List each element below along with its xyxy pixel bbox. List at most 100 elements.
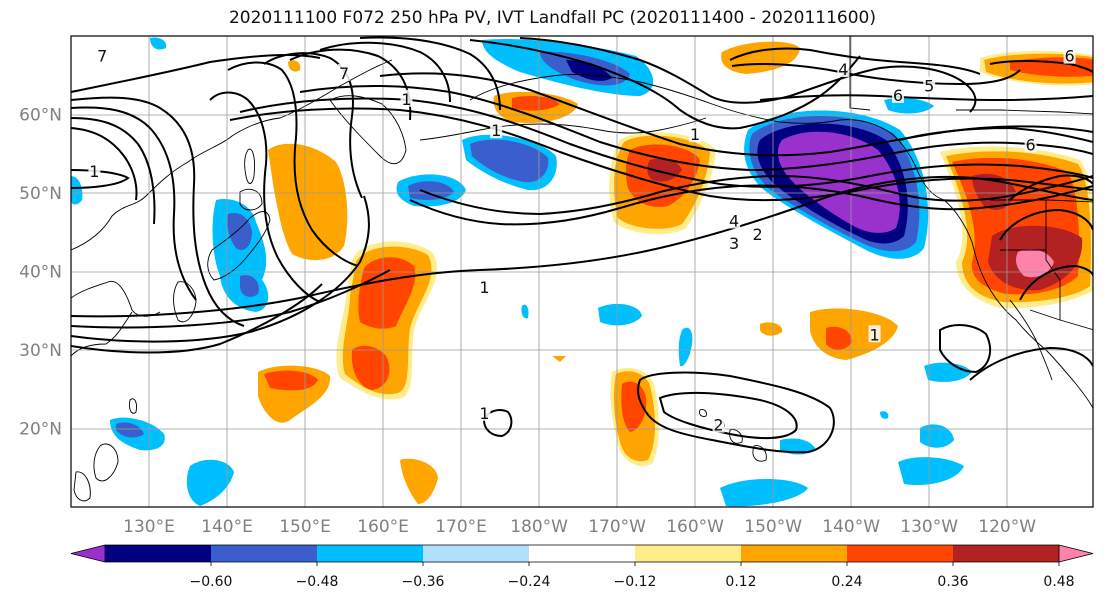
- contour-label: 1: [491, 121, 501, 140]
- negative-anomaly: [924, 362, 972, 382]
- pv-contour: [989, 60, 1093, 73]
- philippines-coastline: [73, 471, 91, 502]
- latitude-label: 50°N: [19, 184, 62, 204]
- longitude-label: 150°W: [744, 517, 802, 537]
- asia-coastline: [71, 311, 133, 357]
- coastlines: [71, 36, 1093, 502]
- contour-label-bg: [478, 278, 491, 296]
- contour-label-bg: [728, 211, 741, 229]
- negative-anomaly: [780, 438, 816, 455]
- contour-label-bg: [868, 325, 881, 343]
- japan-coastline: [239, 188, 263, 211]
- contour-label: 7: [97, 47, 107, 66]
- colorbar-segment: [423, 545, 530, 562]
- negative-anomaly: [71, 176, 83, 205]
- japan-coastline: [207, 211, 271, 281]
- contour-label: 1: [869, 325, 879, 344]
- pv-contour: [319, 41, 451, 103]
- longitude-label: 150°E: [279, 517, 331, 537]
- negative-anomaly: [720, 479, 808, 507]
- negative-anomaly: [150, 37, 167, 50]
- aleutians-coastline: [419, 117, 707, 141]
- contour-label-bg: [490, 121, 503, 139]
- negative-anomaly: [920, 424, 954, 448]
- longitude-label: 160°W: [666, 517, 724, 537]
- positive-anomaly: [1016, 249, 1054, 278]
- negative-anomaly: [598, 303, 642, 326]
- latitude-labels: 20°N 30°N 40°N 50°N 60°N: [19, 106, 62, 440]
- colorbar-tick-label: −0.36: [402, 574, 445, 590]
- hawaii-coastline: [729, 429, 743, 444]
- longitude-label: 170°E: [435, 517, 487, 537]
- pv-contour: [71, 127, 138, 201]
- longitude-label: 140°W: [822, 517, 880, 537]
- latitude-label: 30°N: [19, 341, 62, 361]
- positive-anomaly: [512, 96, 560, 111]
- latitude-label: 20°N: [19, 420, 62, 440]
- negative-anomaly: [116, 422, 144, 438]
- pv-contour: [209, 91, 321, 303]
- negative-anomaly: [898, 457, 964, 486]
- pv-contour: [71, 106, 197, 301]
- colorbar-tick-label: 0.24: [831, 574, 862, 590]
- pv-contour: [419, 174, 1093, 216]
- us-canada-border: [990, 199, 1093, 203]
- longitude-label: 170°W: [588, 517, 646, 537]
- positive-anomaly: [264, 370, 318, 391]
- colorbar-segment: [635, 545, 742, 562]
- contour-label-bg: [88, 162, 101, 180]
- map-title: 2020111100 F072 250 hPa PV, IVT Landfall…: [228, 8, 876, 28]
- colorbar-segment: [105, 545, 212, 562]
- contour-label: 5: [924, 76, 934, 95]
- alaska-coastline: [469, 73, 945, 201]
- contour-label: 1: [89, 162, 99, 181]
- positive-anomaly: [826, 326, 852, 350]
- colorbar-tick-label: 0.36: [937, 574, 968, 590]
- negative-anomaly: [240, 275, 259, 297]
- contour-label-bg: [96, 46, 109, 64]
- gridlines: [71, 36, 1093, 507]
- contour-label: 1: [479, 404, 489, 423]
- contour-label: 2: [713, 416, 723, 435]
- longitude-label: 160°E: [357, 517, 409, 537]
- colorbar-segment: [317, 545, 424, 562]
- colorbar-tick-label: −0.24: [508, 574, 551, 590]
- longitude-label: 130°E: [123, 517, 175, 537]
- contour-label: 6: [893, 86, 903, 105]
- pv-contour: [359, 36, 501, 111]
- alaska-canada-border: [849, 36, 871, 111]
- contour-label: 4: [729, 211, 739, 230]
- longitude-label: 130°W: [900, 517, 958, 537]
- colorbar-tick-label: 0.12: [725, 574, 756, 590]
- pv-contour: [263, 52, 363, 199]
- longitude-label: 180°W: [510, 517, 568, 537]
- pv-contour: [299, 85, 1093, 172]
- colorbar-segment: [953, 545, 1060, 562]
- contour-label: 4: [838, 60, 848, 79]
- positive-anomaly: [351, 345, 390, 390]
- colorbar-ticks: −0.60 −0.48 −0.36 −0.24 −0.12 0.12 0.24 0.36 0.4…: [190, 562, 1075, 590]
- pv-contour: [899, 126, 1093, 143]
- contour-label: 1: [479, 278, 489, 297]
- sakhalin-coastline: [244, 148, 255, 184]
- pv-contour: [939, 324, 992, 374]
- colorbar-tick-label: −0.48: [296, 574, 339, 590]
- colorbar-tick-label: −0.12: [614, 574, 657, 590]
- pv-contour: [71, 96, 245, 327]
- contour-label: 1: [401, 90, 411, 109]
- positive-anomaly: [288, 60, 301, 72]
- colorbar-tick-label: 0.48: [1043, 574, 1074, 590]
- pv-contour: [409, 184, 1093, 226]
- latitude-label: 40°N: [19, 263, 62, 283]
- pv-contour: [1019, 264, 1093, 301]
- na-coastline: [943, 199, 1093, 410]
- canada-border: [956, 109, 1093, 115]
- pv-contour: [71, 269, 391, 329]
- latitude-label: 60°N: [19, 106, 62, 126]
- pv-contour: [969, 346, 1093, 381]
- baja-coastline: [1009, 299, 1053, 381]
- contour-label-bg: [478, 403, 491, 421]
- contour-label-bg: [338, 63, 351, 81]
